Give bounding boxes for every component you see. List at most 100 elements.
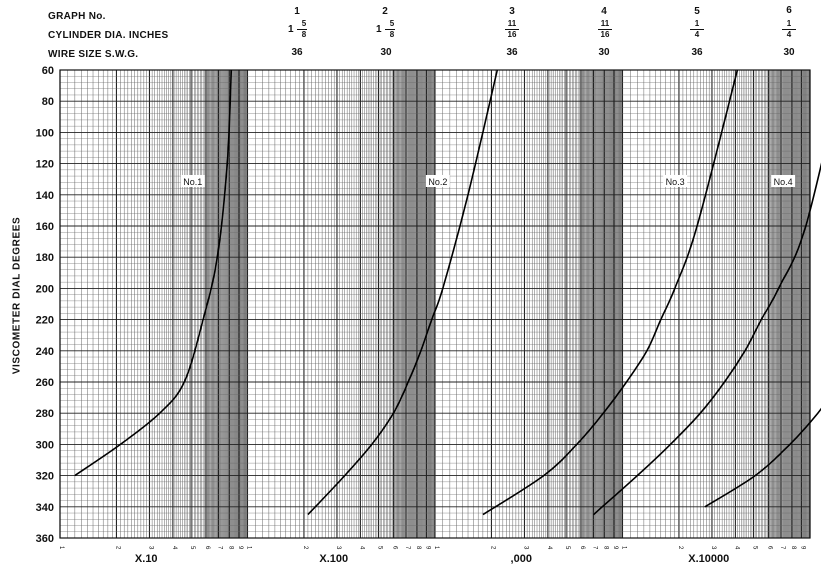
- x-tick-label: 6: [204, 546, 210, 550]
- cylinder-dia-3: 11 16: [497, 20, 527, 39]
- curve-5: [704, 407, 821, 508]
- x-tick-label: 6: [766, 546, 772, 550]
- x-tick-label: 8: [227, 546, 233, 550]
- curve-label-bg: [663, 175, 688, 187]
- x-tick-label: 1: [58, 546, 64, 550]
- shade-band-1: [205, 70, 248, 538]
- wire-size-2: 30: [380, 47, 392, 58]
- x-tick-label: 2: [302, 546, 308, 550]
- x-tick-label: 7: [779, 546, 785, 550]
- x-tick-label: 8: [415, 546, 421, 550]
- wire-size-label: WIRE SIZE S.W.G.: [48, 49, 139, 60]
- dia-3-num: 11: [507, 19, 517, 28]
- cylinder-dia-1: 1 5 8: [285, 20, 315, 39]
- dia-5-den: 4: [694, 30, 700, 39]
- y-tick-label: 160: [36, 221, 54, 233]
- x-tick-label: 9: [799, 546, 805, 550]
- curve-4: [592, 162, 821, 516]
- wire-size-3: 36: [506, 47, 518, 58]
- dia-4-den: 16: [600, 30, 610, 39]
- dia-1-whole: 1: [288, 24, 294, 35]
- dia-2-den: 8: [389, 30, 395, 39]
- axis-ticks: 60 80 100 120 140 160 180 200 220 240 260 280 300 320…: [36, 65, 806, 565]
- y-tick-label: 120: [36, 159, 54, 171]
- dia-1-den: 8: [301, 30, 307, 39]
- x-tick-label: 5: [564, 546, 570, 550]
- x-tick-label: 9: [612, 546, 618, 550]
- dia-6-num: 1: [786, 19, 792, 28]
- wire-size-5: 36: [691, 47, 703, 58]
- x-tick-label: 2: [489, 546, 495, 550]
- shade-band-3: [580, 70, 623, 538]
- x-tick-label: 4: [733, 546, 739, 550]
- wire-size-1: 36: [291, 47, 303, 58]
- wire-size-4: 30: [598, 47, 610, 58]
- x-tick-label: 1: [433, 546, 439, 550]
- x-tick-label: 4: [358, 546, 364, 550]
- x-tick-label: 3: [335, 546, 341, 550]
- shade-band-4: [768, 70, 810, 538]
- graph-no-2: 2: [382, 6, 388, 17]
- dia-1-num: 5: [301, 19, 307, 28]
- calibration-curves: [74, 69, 821, 516]
- cylinder-dia-label: CYLINDER DIA. INCHES: [48, 30, 169, 41]
- graph-no-6: 6: [786, 5, 792, 16]
- x-tick-label: 2: [677, 546, 683, 550]
- y-tick-label: 320: [36, 471, 54, 483]
- x-tick-label: 4: [171, 546, 177, 550]
- x-tick-label: 5: [189, 546, 195, 550]
- cylinder-dia-2: 1 5 8: [373, 20, 403, 39]
- y-tick-label: 260: [36, 377, 54, 389]
- y-tick-label: 140: [36, 190, 54, 202]
- grid-lines: [59, 69, 811, 539]
- x-decade-label: ,000: [511, 553, 532, 565]
- x-tick-label: 8: [790, 546, 796, 550]
- x-tick-label: 9: [237, 546, 243, 550]
- dia-5-num: 1: [694, 19, 700, 28]
- y-tick-label: 200: [36, 283, 54, 295]
- x-tick-label: 7: [404, 546, 410, 550]
- x-tick-label: 5: [377, 546, 383, 550]
- graph-no-3: 3: [509, 6, 515, 17]
- x-tick-label: 9: [424, 546, 430, 550]
- y-tick-label: 340: [36, 502, 54, 514]
- y-tick-label: 280: [36, 408, 54, 420]
- x-tick-label: 3: [147, 546, 153, 550]
- x-decade-label: X.10000: [688, 553, 729, 565]
- graph-no-label: GRAPH No.: [48, 11, 106, 22]
- curve-label-bg: [771, 175, 796, 187]
- y-tick-label: 60: [42, 65, 54, 77]
- x-tick-label: 4: [546, 546, 552, 550]
- curve-1: [74, 69, 233, 477]
- y-tick-label: 220: [36, 315, 54, 327]
- curve-label-bg: [425, 175, 450, 187]
- y-tick-label: 80: [42, 96, 54, 108]
- y-tick-label: 300: [36, 439, 54, 451]
- curve-label-4: No.4: [774, 177, 793, 187]
- x-decade-label: X.10: [135, 553, 158, 565]
- plot-frame: [59, 69, 811, 539]
- curve-labels: No.1No.2No.3No.4No.5No.6: [180, 175, 796, 187]
- dia-4-num: 11: [600, 19, 610, 28]
- x-tick-label: 6: [579, 546, 585, 550]
- curve-label-1: No.1: [183, 177, 202, 187]
- x-tick-label: 3: [522, 546, 528, 550]
- shade-band-2: [393, 70, 435, 538]
- x-tick-label: 1: [246, 546, 252, 550]
- graph-no-5: 5: [694, 6, 700, 17]
- graph-no-4: 4: [601, 6, 607, 17]
- curve-label-bg: [180, 175, 205, 187]
- x-tick-label: 7: [216, 546, 222, 550]
- x-tick-label: 3: [710, 546, 716, 550]
- x-tick-label: 7: [591, 546, 597, 550]
- dia-3-den: 16: [507, 30, 517, 39]
- x-tick-label: 1: [621, 546, 627, 550]
- curve-label-3: No.3: [666, 177, 685, 187]
- dia-2-whole: 1: [376, 24, 382, 35]
- x-tick-label: 5: [752, 546, 758, 550]
- x-decade-label: X.100: [319, 553, 348, 565]
- y-tick-label: 100: [36, 127, 54, 139]
- cylinder-dia-6: 1 4: [774, 20, 804, 39]
- wire-size-6: 30: [783, 47, 795, 58]
